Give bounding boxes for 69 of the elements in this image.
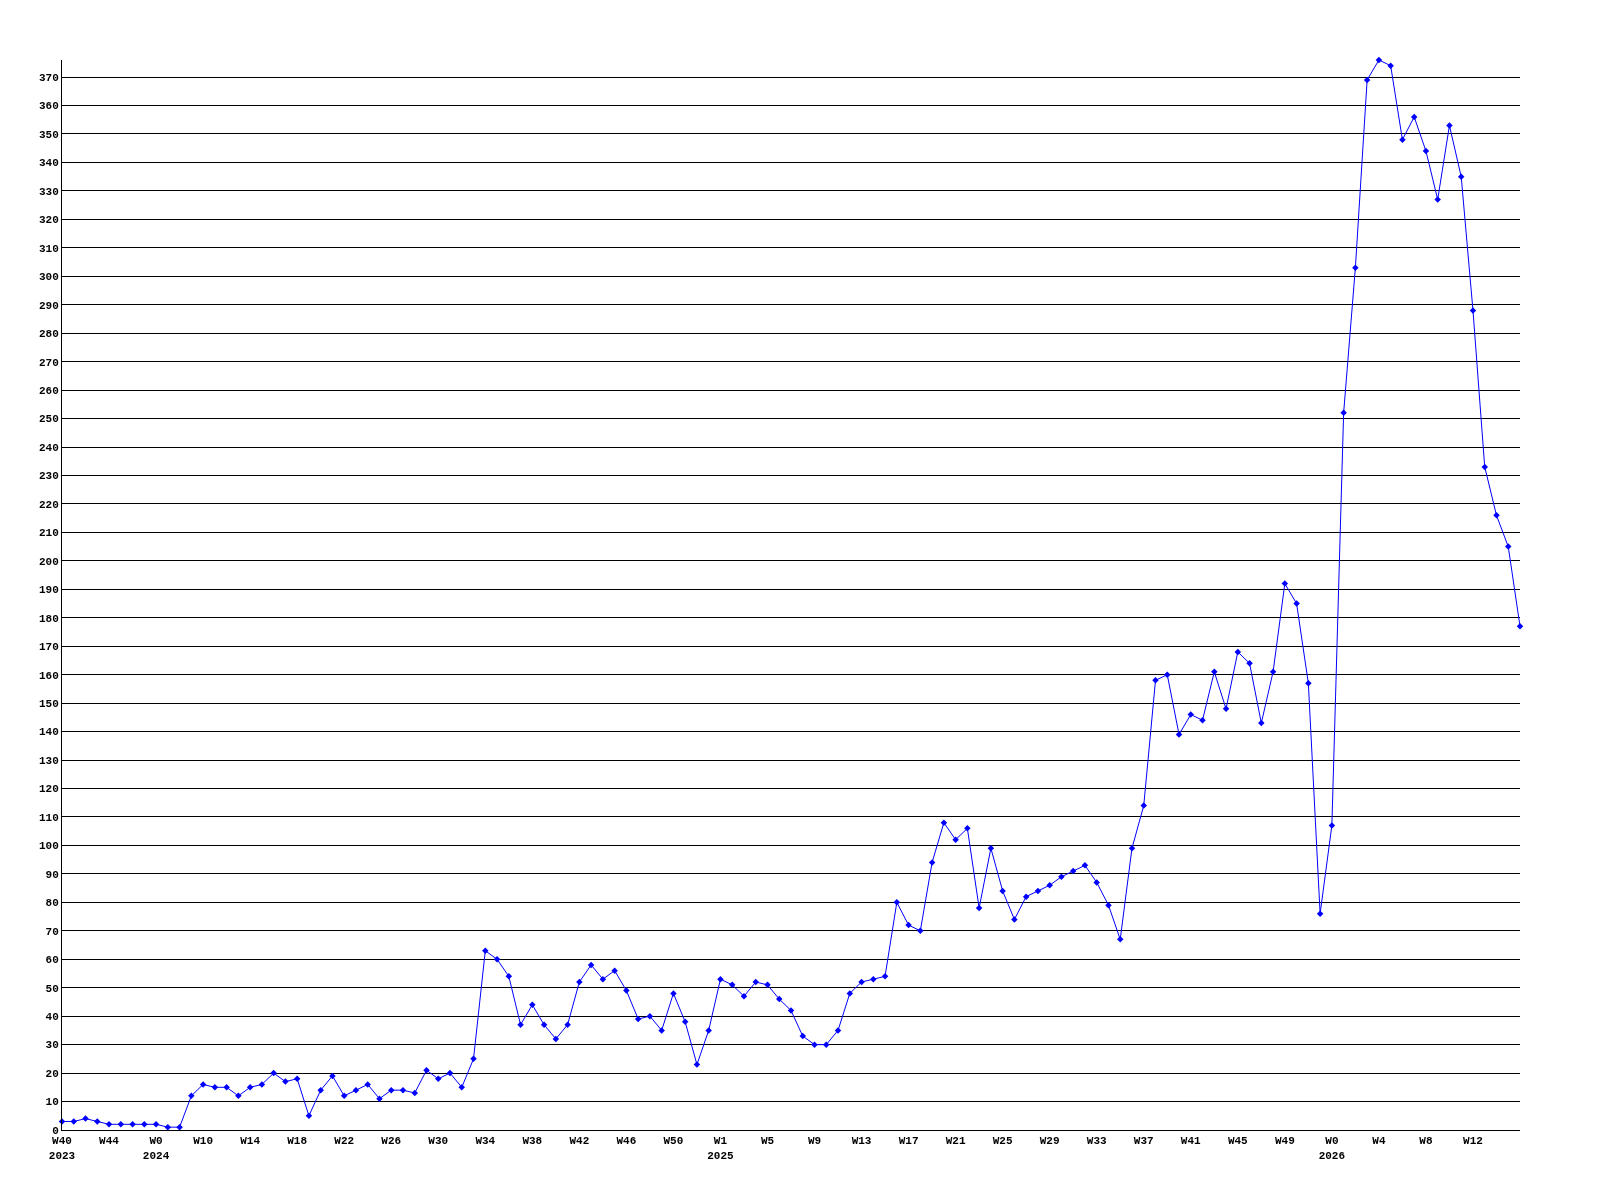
y-tick-label: 130 bbox=[38, 754, 59, 767]
x-tick-label: W37 bbox=[1133, 1135, 1154, 1148]
x-tick-label: W12 bbox=[1463, 1135, 1483, 1148]
y-tick-label: 200 bbox=[38, 555, 59, 568]
y-tick-label: 220 bbox=[38, 498, 59, 511]
y-tick-label: 290 bbox=[38, 299, 59, 312]
y-tick-label: 320 bbox=[38, 214, 59, 227]
y-tick-label: 50 bbox=[45, 982, 59, 995]
x-tick-label: W1 2025 bbox=[707, 1135, 735, 1162]
y-tick-label: 160 bbox=[38, 669, 59, 682]
y-tick-label: 250 bbox=[38, 413, 59, 426]
x-tick-label: W4 bbox=[1372, 1135, 1386, 1148]
y-tick-label: 260 bbox=[38, 384, 59, 397]
y-tick-label: 210 bbox=[38, 527, 59, 540]
y-tick-label: 150 bbox=[38, 697, 59, 710]
y-tick-label: 190 bbox=[38, 584, 59, 597]
x-tick-label: W18 bbox=[287, 1135, 308, 1148]
y-tick-label: 70 bbox=[45, 925, 59, 938]
x-tick-label: W49 bbox=[1274, 1135, 1295, 1148]
y-tick-label: 180 bbox=[38, 612, 59, 625]
y-tick-label: 80 bbox=[45, 897, 59, 910]
y-tick-label: 0 bbox=[52, 1124, 59, 1137]
y-tick-label: 110 bbox=[38, 811, 59, 824]
x-tick-label: W33 bbox=[1086, 1135, 1108, 1148]
x-tick-label: W46 bbox=[616, 1135, 637, 1148]
y-tick-label: 240 bbox=[38, 441, 59, 454]
y-tick-label: 40 bbox=[45, 1011, 59, 1024]
x-tick-label: W40 2023 bbox=[48, 1135, 76, 1162]
y-tick-label: 280 bbox=[38, 328, 59, 341]
y-tick-label: 310 bbox=[38, 242, 59, 255]
y-tick-label: 300 bbox=[38, 271, 59, 284]
x-tick-label: W10 bbox=[193, 1135, 214, 1148]
y-tick-label: 340 bbox=[38, 157, 59, 170]
x-tick-label: W30 bbox=[428, 1135, 449, 1148]
y-tick-label: 30 bbox=[45, 1039, 59, 1052]
x-tick-label: W21 bbox=[945, 1135, 966, 1148]
x-tick-label: W41 bbox=[1180, 1135, 1202, 1148]
y-tick-label: 60 bbox=[45, 954, 59, 967]
x-tick-label: W13 bbox=[851, 1135, 872, 1148]
y-tick-label: 270 bbox=[38, 356, 59, 369]
x-tick-label: W44 bbox=[99, 1135, 120, 1148]
x-tick-label: W8 bbox=[1419, 1135, 1433, 1148]
x-tick-label: W42 bbox=[569, 1135, 590, 1148]
x-tick-label: W14 bbox=[240, 1135, 261, 1148]
y-tick-label: 140 bbox=[38, 726, 59, 739]
y-tick-label: 100 bbox=[38, 840, 59, 853]
y-tick-label: 350 bbox=[38, 128, 59, 141]
x-tick-label: W17 bbox=[898, 1135, 919, 1148]
x-tick-label: W29 bbox=[1039, 1135, 1060, 1148]
y-tick-label: 120 bbox=[38, 783, 59, 796]
x-tick-label: W38 bbox=[522, 1135, 543, 1148]
x-tick-label: W45 bbox=[1227, 1135, 1249, 1148]
y-tick-label: 360 bbox=[38, 100, 59, 113]
x-tick-label: W25 bbox=[992, 1135, 1013, 1148]
y-tick-label: 370 bbox=[38, 71, 59, 84]
x-tick-label: W9 bbox=[807, 1135, 822, 1148]
y-tick-label: 230 bbox=[38, 470, 59, 483]
x-tick-label: W34 bbox=[475, 1135, 496, 1148]
y-tick-label: 90 bbox=[45, 868, 59, 881]
x-tick-label: W50 bbox=[663, 1135, 684, 1148]
x-tick-label: W5 bbox=[760, 1135, 775, 1148]
x-tick-label: W0 2024 bbox=[142, 1135, 170, 1162]
y-tick-label: 20 bbox=[45, 1067, 59, 1080]
y-tick-label: 330 bbox=[38, 185, 59, 198]
x-tick-label: W0 2026 bbox=[1318, 1135, 1346, 1162]
x-tick-label: W26 bbox=[381, 1135, 402, 1148]
y-tick-label: 170 bbox=[38, 641, 59, 654]
y-tick-label: 10 bbox=[45, 1096, 59, 1109]
x-tick-label: W22 bbox=[334, 1135, 355, 1148]
